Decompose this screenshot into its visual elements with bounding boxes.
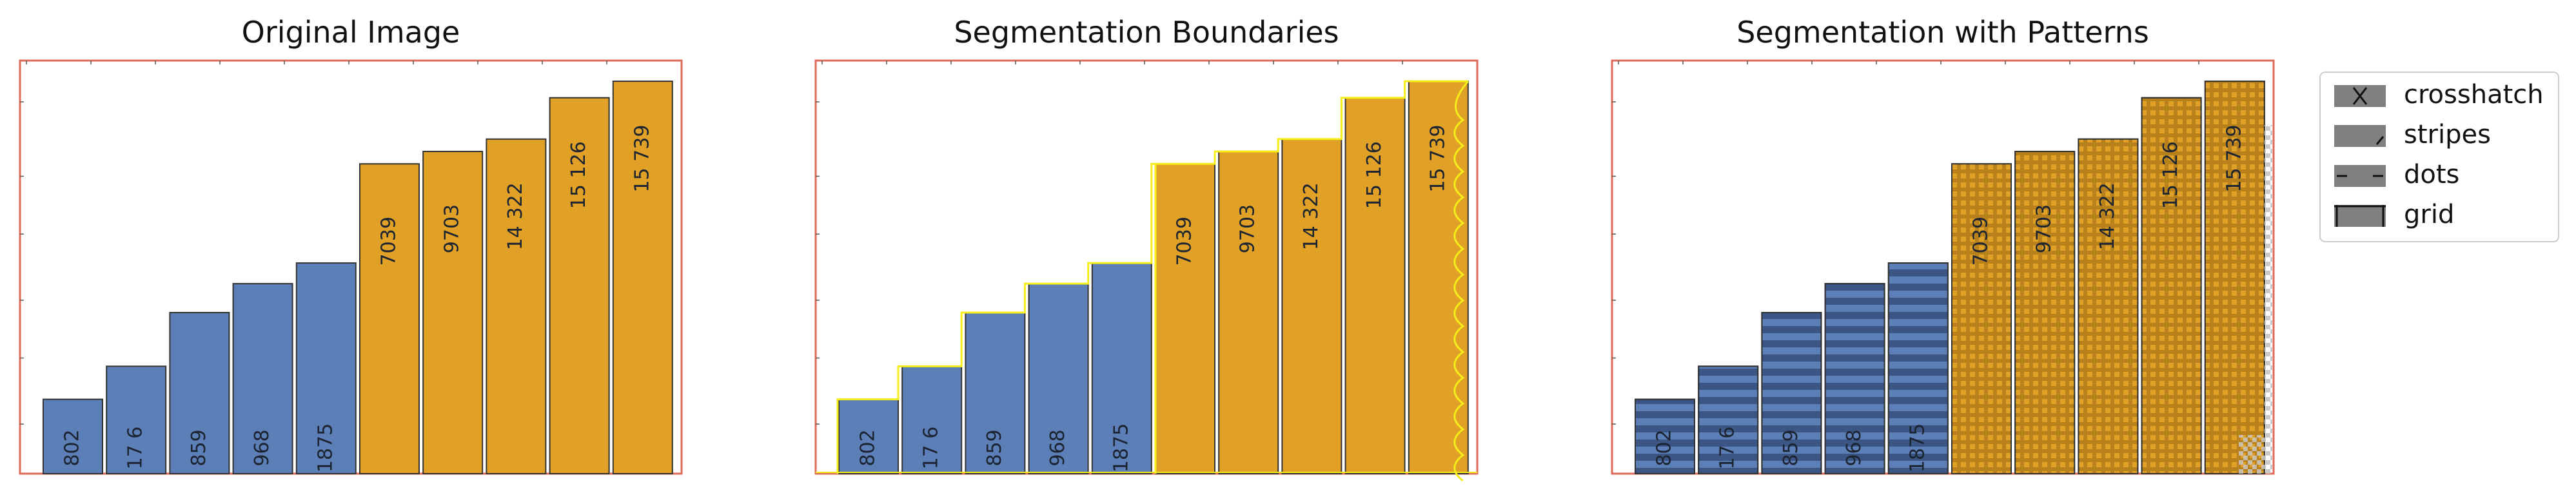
legend-box (2319, 72, 2559, 242)
bar-data-label: 17 6 (124, 427, 147, 470)
pattern-fill (2141, 97, 2202, 474)
pattern-fill (1635, 398, 1695, 474)
bar-data-label: 859 (188, 429, 210, 466)
bar (838, 398, 899, 474)
bar (43, 398, 103, 474)
bar-data-label: 968 (1047, 429, 1069, 466)
pattern-fill (1761, 312, 1822, 475)
bar (1218, 151, 1279, 475)
panel-original-image: Original Image 802 17 6 859 968 1875 7039 9703… (19, 15, 683, 475)
bar (1281, 138, 1342, 475)
bar-data-label: 7039 (378, 217, 400, 266)
axis-ticks (1612, 61, 2199, 425)
bar-data-label: 15 126 (2159, 141, 2182, 209)
bar-data-label: 7039 (1174, 217, 1196, 266)
bar (1155, 163, 1215, 474)
bar-data-label: 14 322 (504, 182, 527, 250)
bar-data-label: 17 6 (920, 427, 943, 470)
bar (1028, 283, 1089, 474)
bar (549, 97, 610, 474)
bar-data-label: 14 322 (2096, 182, 2119, 250)
bar-data-label: 15 739 (2223, 125, 2245, 193)
legend-label: grid (2404, 200, 2454, 229)
bar-data-label: 802 (1653, 429, 1676, 466)
segment-boundary-line (836, 80, 1468, 474)
bar-data-label: 15 739 (1426, 125, 1449, 193)
pattern-fill (1951, 163, 2012, 474)
bar-data-label: 14 322 (1300, 182, 1322, 250)
segmentation-boundary-overlay (816, 80, 1477, 482)
bar (422, 151, 484, 475)
bar (295, 262, 357, 474)
pattern-fill (1698, 365, 1759, 475)
pattern-overlay (1635, 81, 2272, 475)
bar-label-group: 802 17 6 859 968 1875 7039 9703 14 322 15 126 15 … (61, 125, 654, 473)
bar-data-label: 859 (983, 429, 1006, 466)
bar-data-label: 1875 (1906, 423, 1929, 472)
bar-data-label: 15 739 (631, 125, 653, 193)
panel-title-patterns: Segmentation with Patterns (1736, 15, 2149, 50)
bar-data-label: 968 (1843, 429, 1865, 466)
bar-data-label: 9703 (441, 204, 464, 253)
bar-data-label: 802 (61, 429, 84, 466)
legend-label: dots (2404, 160, 2459, 189)
panel-segmentation-boundaries: Segmentation Boundaries 802 17 6 859 968 187… (814, 15, 1479, 482)
bar-data-label: 968 (251, 429, 273, 466)
bar (965, 312, 1026, 475)
segment-edge-wave (1453, 81, 1469, 482)
pattern-edge-strip (2264, 125, 2272, 474)
pattern-fill (2078, 138, 2139, 475)
panel-segmentation-patterns: Segmentation with Patterns 802 17 6 859 968… (1611, 15, 2275, 475)
panel-title-original: Original Image (242, 15, 460, 50)
bar-data-label: 7039 (1970, 217, 1992, 266)
bar-data-label: 15 126 (1363, 141, 1386, 209)
pattern-fill (1824, 283, 1885, 474)
pattern-fill (1887, 262, 1949, 474)
bar (486, 138, 547, 475)
bar-data-label: 802 (857, 429, 880, 466)
legend: crosshatch stripes dots grid (2319, 72, 2559, 242)
bar-data-label: 9703 (1237, 204, 1259, 253)
bar-data-label: 15 126 (567, 141, 590, 209)
legend-swatch-grid (2334, 205, 2386, 227)
legend-swatch-crosshatch (2334, 85, 2386, 107)
bar (901, 365, 963, 475)
bar (169, 312, 230, 475)
legend-label: crosshatch (2404, 80, 2544, 110)
legend-items: crosshatch stripes dots grid (2334, 80, 2544, 229)
panel-title-boundaries: Segmentation Boundaries (954, 15, 1339, 50)
bar (1344, 97, 1406, 474)
bar-label-group: 802 17 6 859 968 1875 7039 9703 14 322 15 126 15 … (857, 125, 1450, 473)
axis-ticks (20, 61, 607, 425)
pattern-corner-block (2238, 435, 2265, 474)
bar (359, 163, 420, 474)
legend-swatch-dots (2334, 165, 2386, 187)
bar-group (43, 81, 673, 475)
bar (106, 365, 167, 475)
bar (232, 283, 293, 474)
bar-data-label: 1875 (314, 423, 337, 472)
bar-data-label: 859 (1780, 429, 1802, 466)
axis-ticks (816, 61, 1403, 425)
bar-data-label: 9703 (2033, 204, 2056, 253)
pattern-fill (2014, 151, 2076, 475)
bar-data-label: 17 6 (1716, 427, 1739, 470)
legend-swatch-stripes (2334, 125, 2386, 147)
legend-label: stripes (2404, 120, 2491, 150)
bar-data-label: 1875 (1110, 423, 1132, 472)
bar (612, 81, 673, 475)
bar-label-group: 802 17 6 859 968 1875 7039 9703 14 322 15 126 15 … (1653, 125, 2246, 473)
